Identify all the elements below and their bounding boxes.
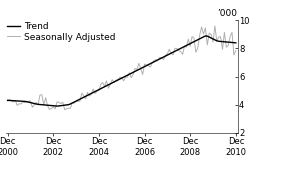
Seasonally Adjusted xyxy=(234,50,237,52)
Seasonally Adjusted xyxy=(59,103,63,105)
Seasonally Adjusted xyxy=(223,31,226,33)
Trend xyxy=(204,35,207,37)
Seasonally Adjusted xyxy=(63,109,67,111)
Trend xyxy=(234,42,237,44)
Seasonally Adjusted xyxy=(29,100,32,102)
Seasonally Adjusted xyxy=(213,25,216,27)
Trend xyxy=(223,41,226,43)
Trend xyxy=(6,99,9,101)
Trend xyxy=(61,104,65,106)
Seasonally Adjusted xyxy=(6,100,9,102)
Line: Trend: Trend xyxy=(8,36,236,106)
Seasonally Adjusted xyxy=(105,80,108,82)
Trend xyxy=(29,101,32,104)
Seasonally Adjusted xyxy=(162,59,165,61)
Trend xyxy=(55,105,59,107)
Legend: Trend, Seasonally Adjusted: Trend, Seasonally Adjusted xyxy=(7,21,116,42)
Trend xyxy=(162,56,165,58)
Trend xyxy=(105,85,108,87)
Text: ’000: ’000 xyxy=(218,9,238,18)
Trend xyxy=(151,62,154,64)
Seasonally Adjusted xyxy=(151,62,154,64)
Line: Seasonally Adjusted: Seasonally Adjusted xyxy=(8,26,236,110)
